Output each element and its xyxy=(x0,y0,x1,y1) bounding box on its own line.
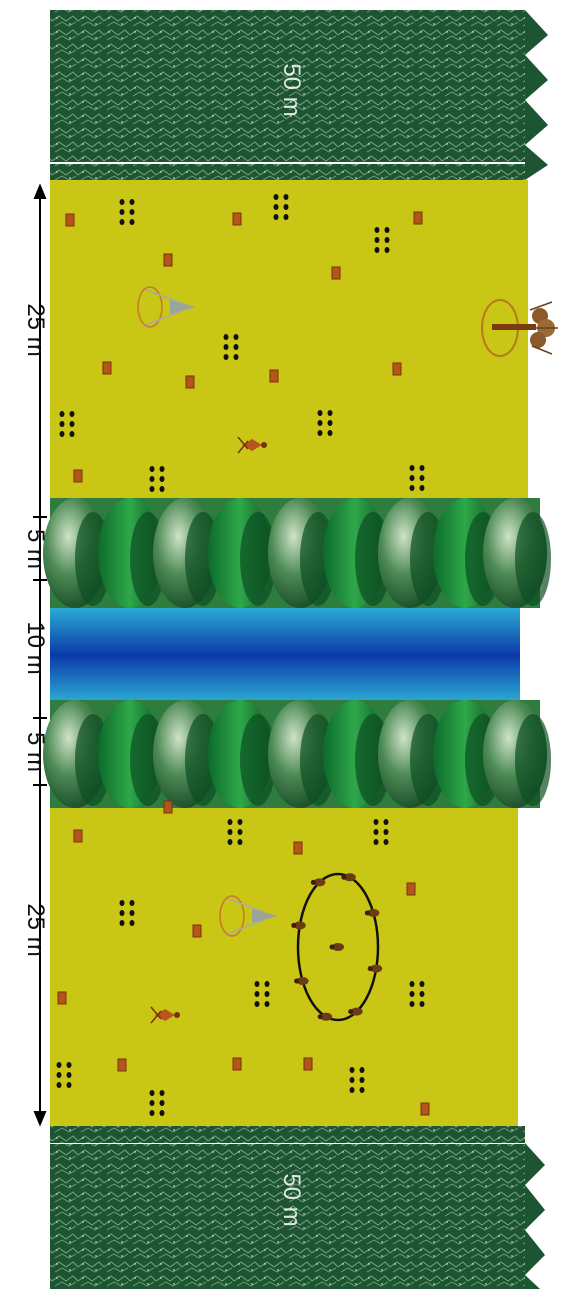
dung-cluster xyxy=(149,466,165,492)
soil-box xyxy=(192,924,202,938)
soil-box xyxy=(163,253,173,267)
soil-box xyxy=(232,212,242,226)
field-top xyxy=(50,180,528,517)
net-trap-top xyxy=(137,286,196,328)
dung-cluster xyxy=(374,227,390,253)
dung-cluster xyxy=(227,819,243,845)
dung-cluster xyxy=(273,194,289,220)
dung-clusters xyxy=(56,194,425,1116)
soil-box xyxy=(73,829,83,843)
dung-cluster xyxy=(119,900,135,926)
dung-cluster xyxy=(409,465,425,491)
label-buffer-top: 5 m xyxy=(22,529,49,569)
label-buffer-bottom: 5 m xyxy=(22,732,49,772)
dimension-lines xyxy=(33,183,47,1127)
net-trap-bottom xyxy=(219,895,278,937)
person xyxy=(310,878,326,887)
soil-box xyxy=(413,211,423,225)
riparian-tree xyxy=(208,498,276,608)
forest-top xyxy=(50,10,525,180)
dung-cluster xyxy=(373,819,389,845)
dung-cluster xyxy=(254,981,270,1007)
forest-bottom-edge xyxy=(525,1143,545,1289)
person-center xyxy=(329,943,344,951)
person xyxy=(291,921,306,930)
forest-edge-strip-bottom xyxy=(50,1126,525,1143)
dung-cluster xyxy=(409,981,425,1007)
dung-cluster xyxy=(56,1062,72,1088)
label-field-top: 25 m xyxy=(22,303,49,356)
riparian-trees-top xyxy=(43,498,551,608)
lone-tree xyxy=(481,299,558,357)
forest-bottom xyxy=(50,1143,525,1289)
riparian-tree xyxy=(208,700,276,808)
hunter-top xyxy=(237,436,267,454)
forest-top-edge xyxy=(525,10,548,180)
soil-box xyxy=(269,369,279,383)
label-forest-top: 50 m xyxy=(278,63,305,116)
dung-cluster xyxy=(349,1067,365,1093)
label-river: 10 m xyxy=(22,621,49,674)
soil-box xyxy=(117,1058,127,1072)
dung-cluster xyxy=(119,199,135,225)
soil-box xyxy=(65,213,75,227)
riparian-tree xyxy=(483,700,551,808)
person xyxy=(294,977,309,986)
person xyxy=(317,1012,333,1021)
dung-cluster xyxy=(149,1090,165,1116)
label-field-bottom: 25 m xyxy=(22,903,49,956)
soil-box xyxy=(331,266,341,280)
soil-box xyxy=(303,1057,313,1071)
soil-box xyxy=(420,1102,430,1116)
hunter-bottom xyxy=(150,1006,180,1024)
soil-box xyxy=(102,361,112,375)
soil-box xyxy=(293,841,303,855)
dung-cluster xyxy=(317,410,333,436)
dung-cluster xyxy=(223,334,239,360)
label-forest-bottom: 50 m xyxy=(278,1173,305,1226)
river xyxy=(50,590,520,720)
group-circle xyxy=(291,872,383,1022)
soil-box xyxy=(163,800,173,814)
dung-cluster xyxy=(59,411,75,437)
riparian-tree xyxy=(483,498,551,608)
soil-box xyxy=(57,991,67,1005)
person xyxy=(348,1007,363,1016)
person xyxy=(364,908,380,917)
field-bottom xyxy=(50,793,518,1126)
riparian-trees-bottom xyxy=(43,700,551,808)
soil-box xyxy=(73,469,83,483)
soil-box xyxy=(392,362,402,376)
soil-box xyxy=(185,375,195,389)
soil-box xyxy=(406,882,416,896)
person xyxy=(367,964,383,973)
soil-sample-boxes xyxy=(57,211,430,1116)
person xyxy=(341,873,356,882)
soil-box xyxy=(232,1057,242,1071)
